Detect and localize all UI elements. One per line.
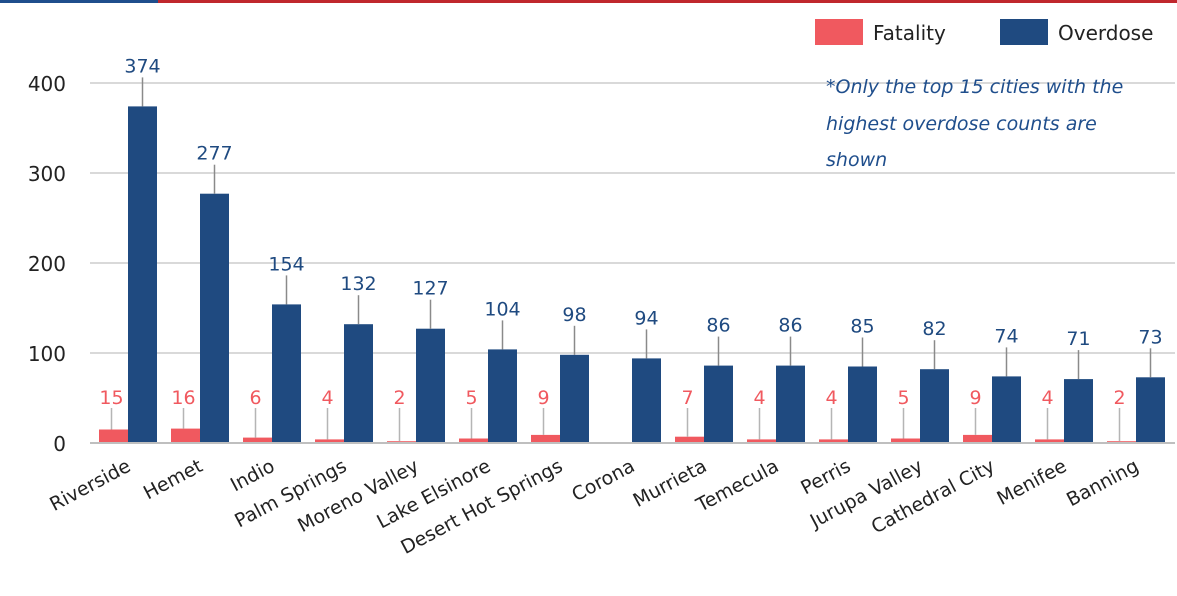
note-line-3: shown (826, 149, 887, 171)
y-tick-label: 200 (28, 252, 66, 276)
x-category-label: Hemet (140, 455, 207, 504)
note-line-2: highest overdose counts are (826, 113, 1097, 135)
data-label-fatality: 9 (969, 387, 981, 409)
data-label-overdose: 85 (850, 316, 874, 338)
bar-overdose (1064, 379, 1093, 443)
bar-overdose (416, 328, 445, 443)
data-label-fatality: 2 (393, 387, 405, 409)
x-category-label: Temecula (692, 455, 782, 517)
note-line-1: *Only the top 15 cities with the (826, 76, 1123, 98)
data-label-overdose: 98 (562, 304, 586, 326)
x-category-label: Indio (227, 455, 278, 496)
data-label-fatality: 4 (753, 387, 765, 409)
data-label-fatality: 4 (825, 387, 837, 409)
x-category-label: Moreno Valley (294, 455, 422, 537)
legend-swatch-overdose (1000, 19, 1048, 45)
bar-fatality (315, 439, 344, 443)
legend-swatch-fatality (815, 19, 863, 45)
data-label-overdose: 86 (706, 315, 730, 337)
data-label-overdose: 74 (994, 325, 1018, 347)
bar-fatality (675, 436, 704, 443)
bar-overdose (632, 358, 661, 443)
data-label-overdose: 104 (484, 298, 520, 320)
label-leader-lines (110, 77, 1152, 442)
data-label-overdose: 374 (124, 55, 160, 77)
bar-fatality (531, 434, 560, 443)
bar-fatality (1035, 439, 1064, 443)
data-label-overdose: 82 (922, 318, 946, 340)
accent-bar-right (158, 0, 1177, 3)
bar-overdose (488, 349, 517, 443)
data-label-fatality: 4 (321, 387, 333, 409)
bar-overdose (776, 365, 805, 443)
data-label-overdose: 154 (268, 253, 304, 275)
bar-fatality (459, 438, 488, 443)
data-label-overdose: 132 (340, 273, 376, 295)
data-label-fatality: 16 (171, 387, 195, 409)
data-label-overdose: 86 (778, 315, 802, 337)
y-tick-label: 300 (28, 162, 66, 186)
data-label-overdose: 127 (412, 278, 448, 300)
x-category-label: Corona (568, 455, 638, 506)
y-tick-label: 400 (28, 72, 66, 96)
bar-overdose (848, 366, 877, 443)
bar-fatality (819, 439, 848, 443)
y-axis: 0 100 200 300 400 (28, 72, 66, 456)
x-category-label: Menifee (993, 455, 1070, 510)
bar-fatality (747, 439, 776, 443)
bar-overdose (920, 369, 949, 443)
bar-overdose (128, 106, 157, 444)
bar-overdose (704, 365, 733, 443)
accent-bar-left (0, 0, 158, 3)
bar-overdose (272, 304, 301, 443)
chart-note: *Only the top 15 cities with the highest… (826, 76, 1123, 171)
bar-overdose (1136, 377, 1165, 443)
bar-fatality (891, 438, 920, 443)
gridlines (90, 82, 1175, 354)
bar-fatality (171, 428, 200, 443)
data-label-fatality: 5 (465, 387, 477, 409)
bars (99, 106, 1165, 444)
data-label-fatality: 5 (897, 387, 909, 409)
legend-label-fatality: Fatality (873, 21, 946, 45)
bar-fatality (963, 434, 992, 443)
y-tick-label: 0 (53, 432, 66, 456)
bar-overdose (200, 193, 229, 443)
data-label-overdose: 277 (196, 143, 232, 165)
bar-overdose (560, 354, 589, 443)
bar-overdose (344, 324, 373, 443)
data-label-fatality: 4 (1041, 387, 1053, 409)
y-tick-label: 100 (28, 342, 66, 366)
legend: Fatality Overdose (815, 19, 1153, 45)
data-label-fatality: 2 (1113, 387, 1125, 409)
legend-label-overdose: Overdose (1058, 21, 1153, 45)
data-label-fatality: 7 (681, 387, 693, 409)
data-label-fatality: 6 (249, 387, 261, 409)
bar-overdose (992, 376, 1021, 443)
bar-fatality (99, 429, 128, 443)
x-category-label: Riverside (46, 455, 134, 516)
data-label-overdose: 73 (1138, 326, 1162, 348)
x-category-label: Banning (1063, 455, 1142, 511)
data-label-overdose: 94 (634, 307, 658, 329)
data-label-fatality: 15 (99, 387, 123, 409)
data-label-fatality: 9 (537, 387, 549, 409)
bar-fatality (243, 437, 272, 443)
data-label-overdose: 71 (1066, 328, 1090, 350)
x-category-label: Cathedral City (868, 455, 999, 538)
